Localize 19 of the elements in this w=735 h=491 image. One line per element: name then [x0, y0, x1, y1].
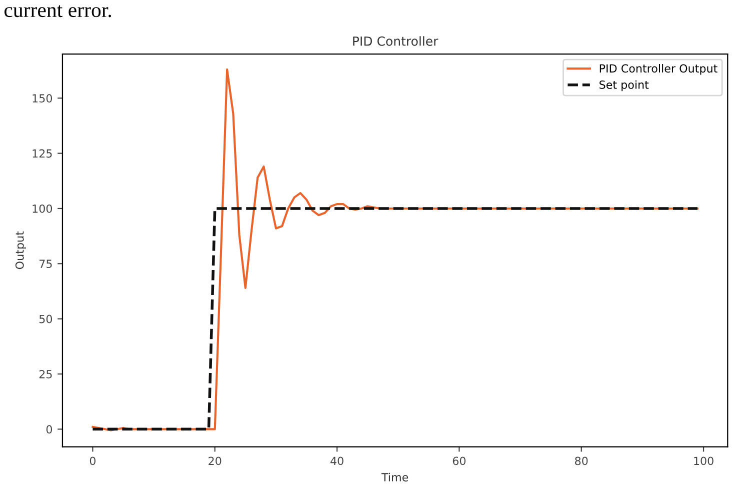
- x-axis-title: Time: [381, 472, 408, 482]
- x-tick-label: 60: [452, 456, 466, 466]
- y-axis-title: Output: [15, 231, 26, 270]
- y-tick-label: 75: [40, 260, 52, 268]
- text: current error.: [4, 5, 112, 18]
- x-tick-label: 0: [90, 456, 96, 466]
- legend-label: Set point: [600, 80, 649, 92]
- y-tick-label: 0: [46, 425, 52, 434]
- legend-label: PID Controller Output: [600, 64, 718, 75]
- x-tick-label: 100: [694, 456, 714, 466]
- y-tick-label: 125: [32, 149, 52, 158]
- x-tick-label: 40: [330, 456, 344, 466]
- y-tick-label: 150: [32, 94, 52, 103]
- chart-title: PID Controller: [353, 36, 438, 46]
- y-tick-label: 100: [32, 204, 52, 213]
- x-tick-label: 80: [575, 456, 588, 466]
- x-tick-label: 20: [208, 456, 222, 466]
- y-tick-label: 25: [39, 370, 52, 378]
- y-tick-label: 50: [39, 314, 52, 324]
